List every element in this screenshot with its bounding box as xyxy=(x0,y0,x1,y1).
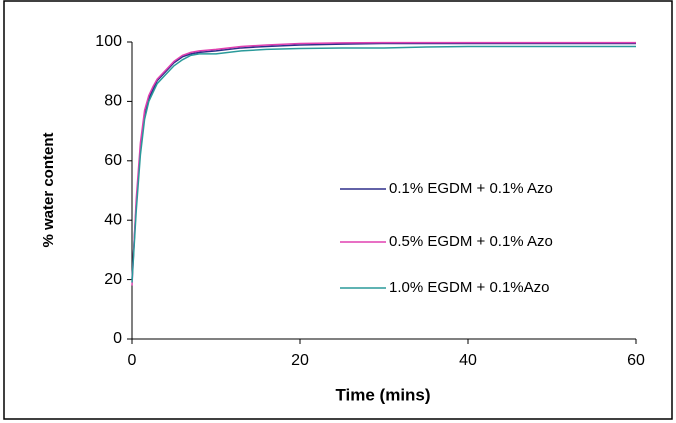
y-tick-label: 60 xyxy=(104,152,122,169)
data-line xyxy=(131,41,636,286)
y-tick-label: 80 xyxy=(104,93,122,110)
x-axis-label: Time (mins) xyxy=(335,385,430,404)
y-tick-label: 100 xyxy=(95,33,122,50)
legend-label: 0.5% EGDM + 0.1% Azo xyxy=(389,233,553,250)
data-line xyxy=(131,42,636,280)
y-tick-label: 0 xyxy=(113,330,122,347)
x-tick-label: 40 xyxy=(459,352,477,369)
y-tick-label: 20 xyxy=(104,271,122,288)
chart-frame xyxy=(3,0,673,420)
legend-label: 1.0% EGDM + 0.1%Azo xyxy=(389,279,550,296)
y-tick-label: 40 xyxy=(104,211,122,228)
legend-label: 0.1% EGDM + 0.1% Azo xyxy=(389,180,553,197)
y-axis-label: % water content xyxy=(40,132,57,247)
x-tick-label: 60 xyxy=(627,352,645,369)
data-line xyxy=(131,45,636,283)
x-tick-label: 0 xyxy=(128,352,137,369)
x-tick-label: 20 xyxy=(291,352,309,369)
